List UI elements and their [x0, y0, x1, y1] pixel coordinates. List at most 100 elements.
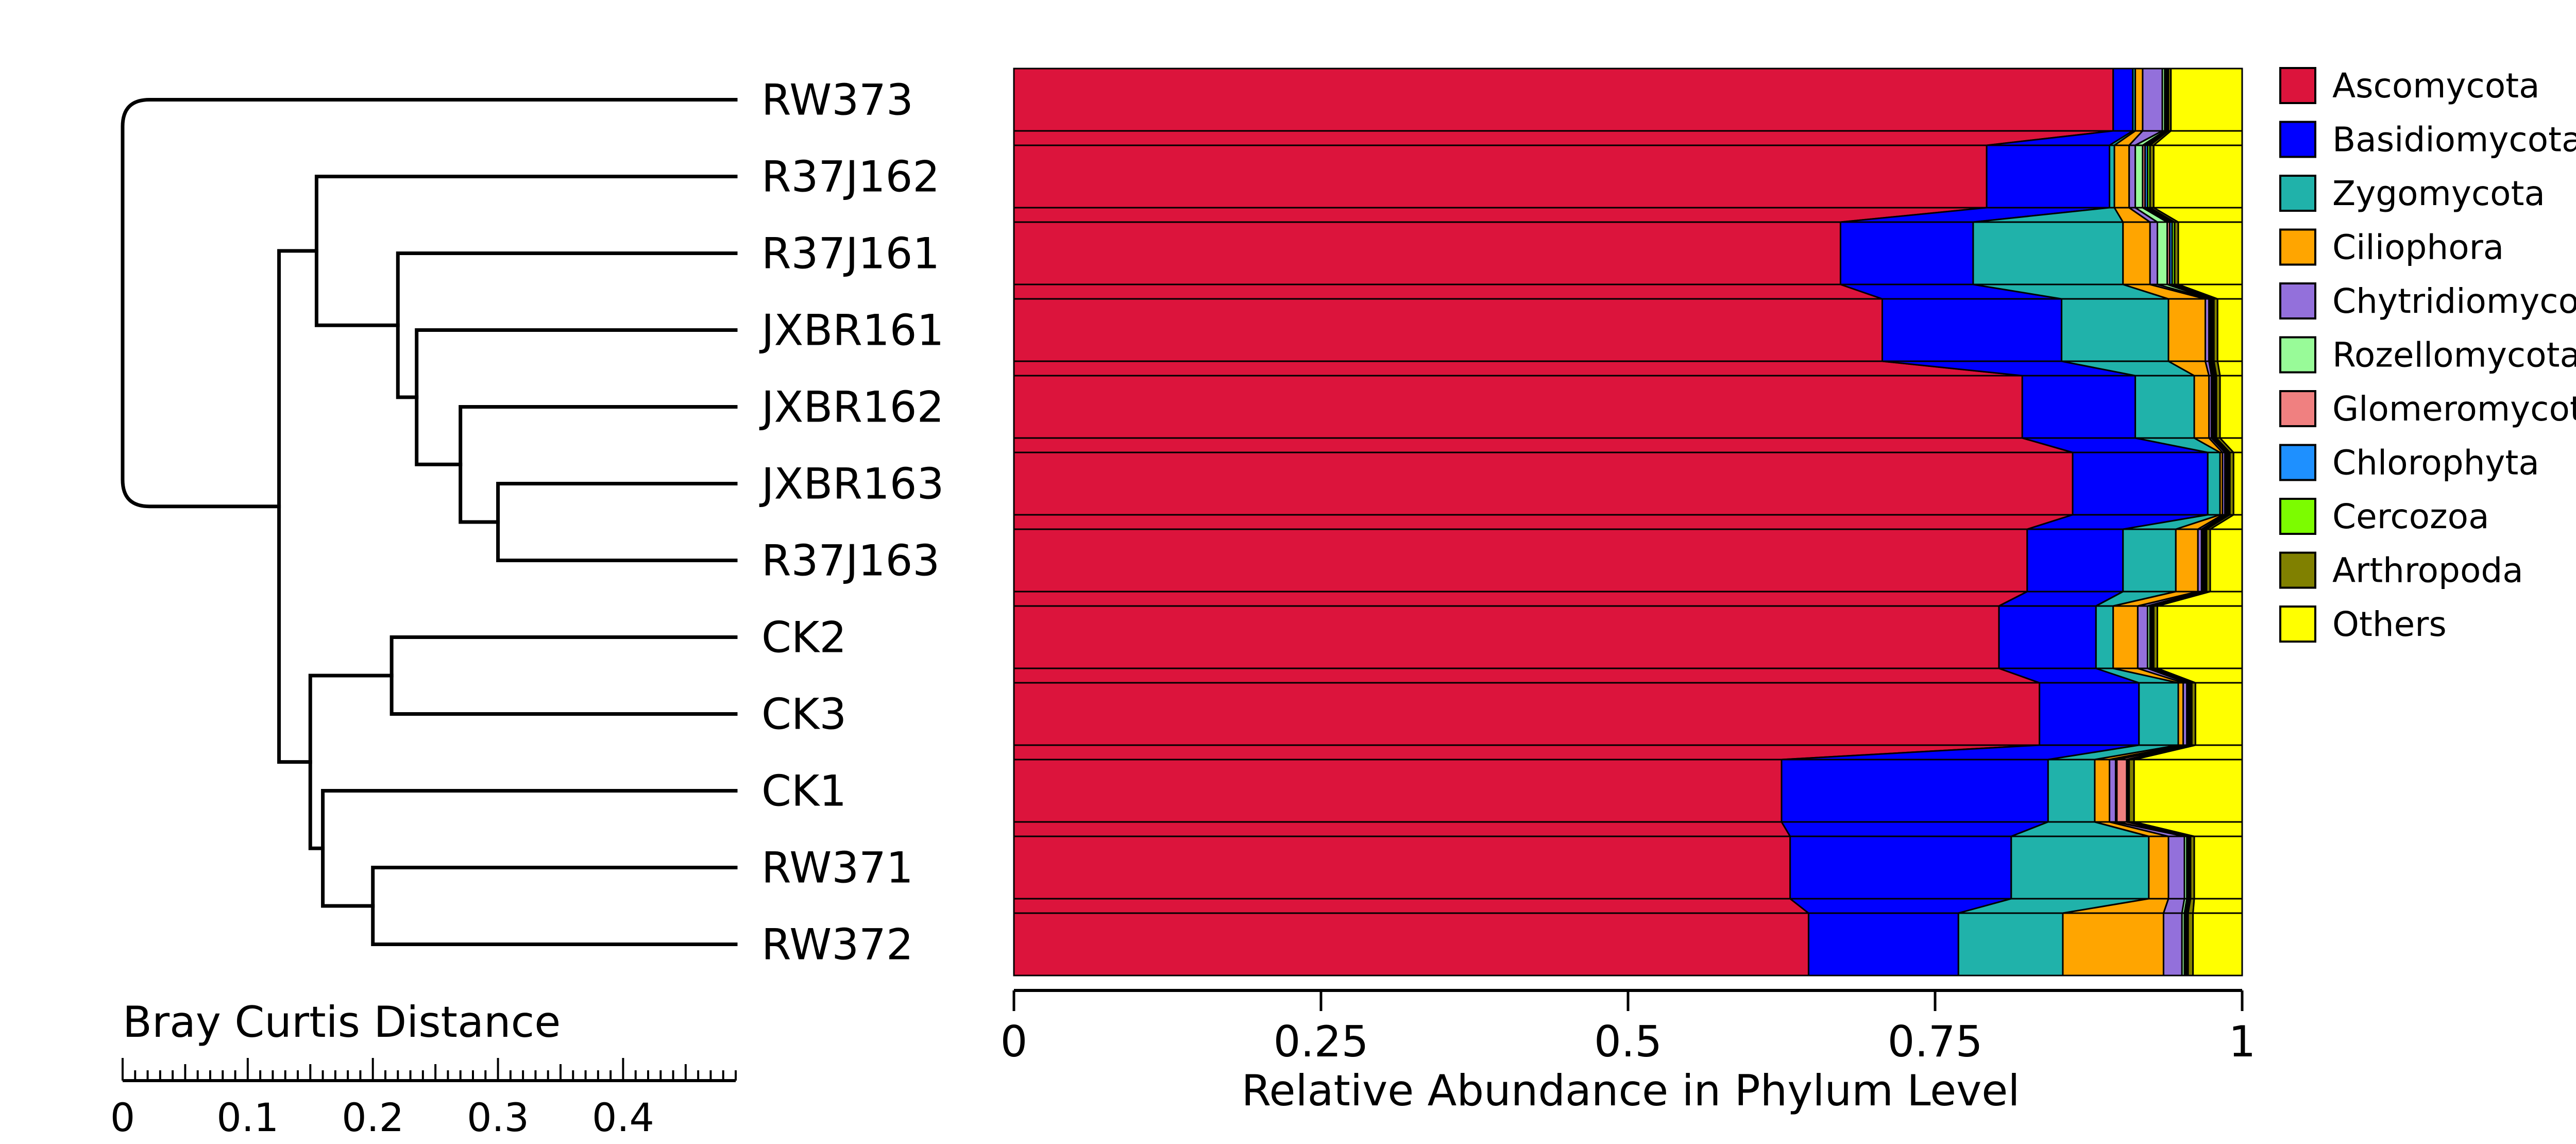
- bar-segment-rw372-basidiomycota: [1807, 912, 1959, 977]
- distance-scale-label-0-2: 0.2: [342, 1095, 404, 1140]
- bar-segment-r37j162-chytridiomycota: [2128, 144, 2137, 209]
- bar-segment-ck1-zygomycota: [2047, 759, 2096, 823]
- sample-label-jxbr163: JXBR163: [759, 459, 944, 509]
- sample-label-rw373: RW373: [761, 75, 913, 125]
- bar-segment-ck3-others: [2194, 682, 2243, 746]
- bar-segment-r37j161-basidiomycota: [1839, 221, 1974, 285]
- x-axis-title: Relative Abundance in Phylum Level: [1242, 1066, 2020, 1116]
- bar-segment-ck1-ascomycota: [1013, 759, 1783, 823]
- x-tick-label-0-25: 0.25: [1274, 1017, 1369, 1067]
- dendrogram-branch-0: [496, 482, 738, 562]
- bar-segment-ck2-chytridiomycota: [2137, 605, 2148, 669]
- bar-segment-r37j161-zygomycota: [1972, 221, 2124, 285]
- legend-label-arthropoda: Arthropoda: [2332, 551, 2523, 591]
- bar-segment-rw373-basidiomycota: [2112, 68, 2134, 132]
- legend-swatch-others: [2279, 605, 2316, 643]
- bar-segment-r37j162-others: [2153, 144, 2243, 209]
- bar-segment-ck3-basidiomycota: [2039, 682, 2140, 746]
- legend: Ascomycota Basidiomycota Zygomycota Cilioph…: [2279, 66, 2576, 644]
- bar-segment-ck1-chytridiomycota: [2109, 759, 2116, 823]
- bar-segment-jxbr162-ciliophora: [2193, 375, 2210, 439]
- dendrogram-branch-6: [371, 866, 738, 946]
- bar-segment-ck1-ciliophora: [2094, 759, 2111, 823]
- distance-scale-title: Bray Curtis Distance: [123, 997, 561, 1047]
- legend-swatch-chytridiomycota: [2279, 282, 2316, 319]
- bar-segment-jxbr161-ciliophora: [2167, 298, 2206, 362]
- bar-segment-jxbr161-others: [2216, 298, 2243, 362]
- sample-labels: RW373 R37J162 R37J161 JXBR161 JXBR162 JXBR163…: [759, 75, 944, 970]
- bar-segment-r37j163-ascomycota: [1013, 528, 2028, 593]
- dendrogram-branch-1: [459, 405, 738, 524]
- ribbon-jxbr163-ascomycota: [1013, 514, 2073, 530]
- legend-label-ciliophora: Ciliophora: [2332, 228, 2504, 267]
- bar-segment-ck2-basidiomycota: [1998, 605, 2097, 669]
- x-tick-label-1: 1: [2229, 1017, 2256, 1067]
- bar-segment-rw373-others: [2170, 68, 2243, 132]
- distance-scale-label-0: 0: [110, 1095, 135, 1140]
- legend-label-rozellomycota: Rozellomycota: [2332, 335, 2576, 375]
- x-tick-label-0-75: 0.75: [1888, 1017, 1983, 1067]
- bar-segment-ck1-basidiomycota: [1781, 759, 2049, 823]
- bar-segment-rw373-chytridiomycota: [2142, 68, 2163, 132]
- bar-segment-rw371-basidiomycota: [1789, 835, 2012, 900]
- bar-segment-r37j162-ciliophora: [2113, 144, 2130, 209]
- dendrogram-branch-10: [121, 98, 738, 509]
- ribbon-r37j163-ascomycota: [1013, 591, 2028, 607]
- legend-swatch-zygomycota: [2279, 175, 2316, 212]
- bar-segment-rw372-zygomycota: [1957, 912, 2064, 977]
- legend-swatch-cercozoa: [2279, 498, 2316, 535]
- dendrogram: [121, 98, 738, 946]
- bar-segment-jxbr162-others: [2219, 375, 2243, 439]
- dendrogram-branch-2: [415, 328, 738, 466]
- bar-segment-rw372-chytridiomycota: [2162, 912, 2183, 977]
- legend-label-glomeromycota: Glomeromycota: [2332, 389, 2576, 429]
- ribbon-ck1-ascomycota: [1013, 821, 1792, 837]
- bar-segment-ck2-zygomycota: [2095, 605, 2114, 669]
- bar-segment-rw373-ciliophora: [2134, 68, 2144, 132]
- bar-segment-r37j161-chytridiomycota: [2149, 221, 2159, 285]
- legend-swatch-chlorophyta: [2279, 444, 2316, 481]
- bar-segment-ck2-others: [2157, 605, 2243, 669]
- ribbon-r37j161-ascomycota: [1013, 283, 1883, 300]
- ribbon-ck2-ascomycota: [1013, 667, 2040, 684]
- legend-label-zygomycota: Zygomycota: [2332, 174, 2545, 213]
- dendrogram-branch-5: [389, 635, 738, 716]
- sample-label-rw371: RW371: [761, 843, 913, 893]
- x-axis: Relative Abundance in Phylum Level 0 0.25…: [1001, 989, 2256, 1116]
- x-tick-label-0-5: 0.5: [1594, 1017, 1662, 1067]
- sample-label-ck1: CK1: [761, 766, 846, 816]
- sample-label-r37j163: R37J163: [761, 536, 940, 586]
- ribbon-rw373-ascomycota: [1013, 130, 2113, 146]
- bar-segment-r37j162-basidiomycota: [1986, 144, 2111, 209]
- legend-swatch-glomeromycota: [2279, 390, 2316, 427]
- bar-segment-r37j161-ciliophora: [2122, 221, 2151, 285]
- bar-segment-ck1-glomeromycota: [2116, 759, 2128, 823]
- ribbon-rw371-ascomycota: [1013, 898, 1811, 914]
- bar-segment-jxbr161-ascomycota: [1013, 298, 1883, 362]
- legend-label-others: Others: [2332, 604, 2447, 644]
- ribbon-rw371-others: [2192, 898, 2243, 914]
- sample-label-ck3: CK3: [761, 689, 846, 739]
- bar-segment-rw371-zygomycota: [2010, 835, 2150, 900]
- bar-segment-ck1-others: [2133, 759, 2243, 823]
- ribbon-r37j162-ascomycota: [1013, 207, 1987, 223]
- ribbon-jxbr161-ascomycota: [1013, 360, 2023, 377]
- legend-swatch-rozellomycota: [2279, 336, 2316, 374]
- bar-segment-rw372-ascomycota: [1013, 912, 1809, 977]
- bar-segment-jxbr162-ascomycota: [1013, 375, 2023, 439]
- bar-segment-r37j163-ciliophora: [2175, 528, 2199, 593]
- bar-segment-r37j161-rozellomycota: [2157, 221, 2168, 285]
- bar-segment-jxbr163-others: [2232, 451, 2243, 516]
- stacked-bars: [1013, 68, 2243, 977]
- bar-segment-rw372-others: [2192, 912, 2243, 977]
- distance-scale-bar: Bray Curtis Distance 0 0.1 0.2 0.3 0.4: [110, 997, 737, 1140]
- bar-segment-r37j162-rozellomycota: [2134, 144, 2144, 209]
- legend-label-chlorophyta: Chlorophyta: [2332, 443, 2539, 483]
- bar-segment-jxbr163-zygomycota: [2207, 451, 2221, 516]
- bar-segment-r37j161-ascomycota: [1013, 221, 1841, 285]
- legend-swatch-basidiomycota: [2279, 121, 2316, 158]
- x-tick-label-0: 0: [1001, 1017, 1028, 1067]
- bar-segment-rw372-ciliophora: [2062, 912, 2164, 977]
- sample-label-r37j162: R37J162: [761, 152, 940, 202]
